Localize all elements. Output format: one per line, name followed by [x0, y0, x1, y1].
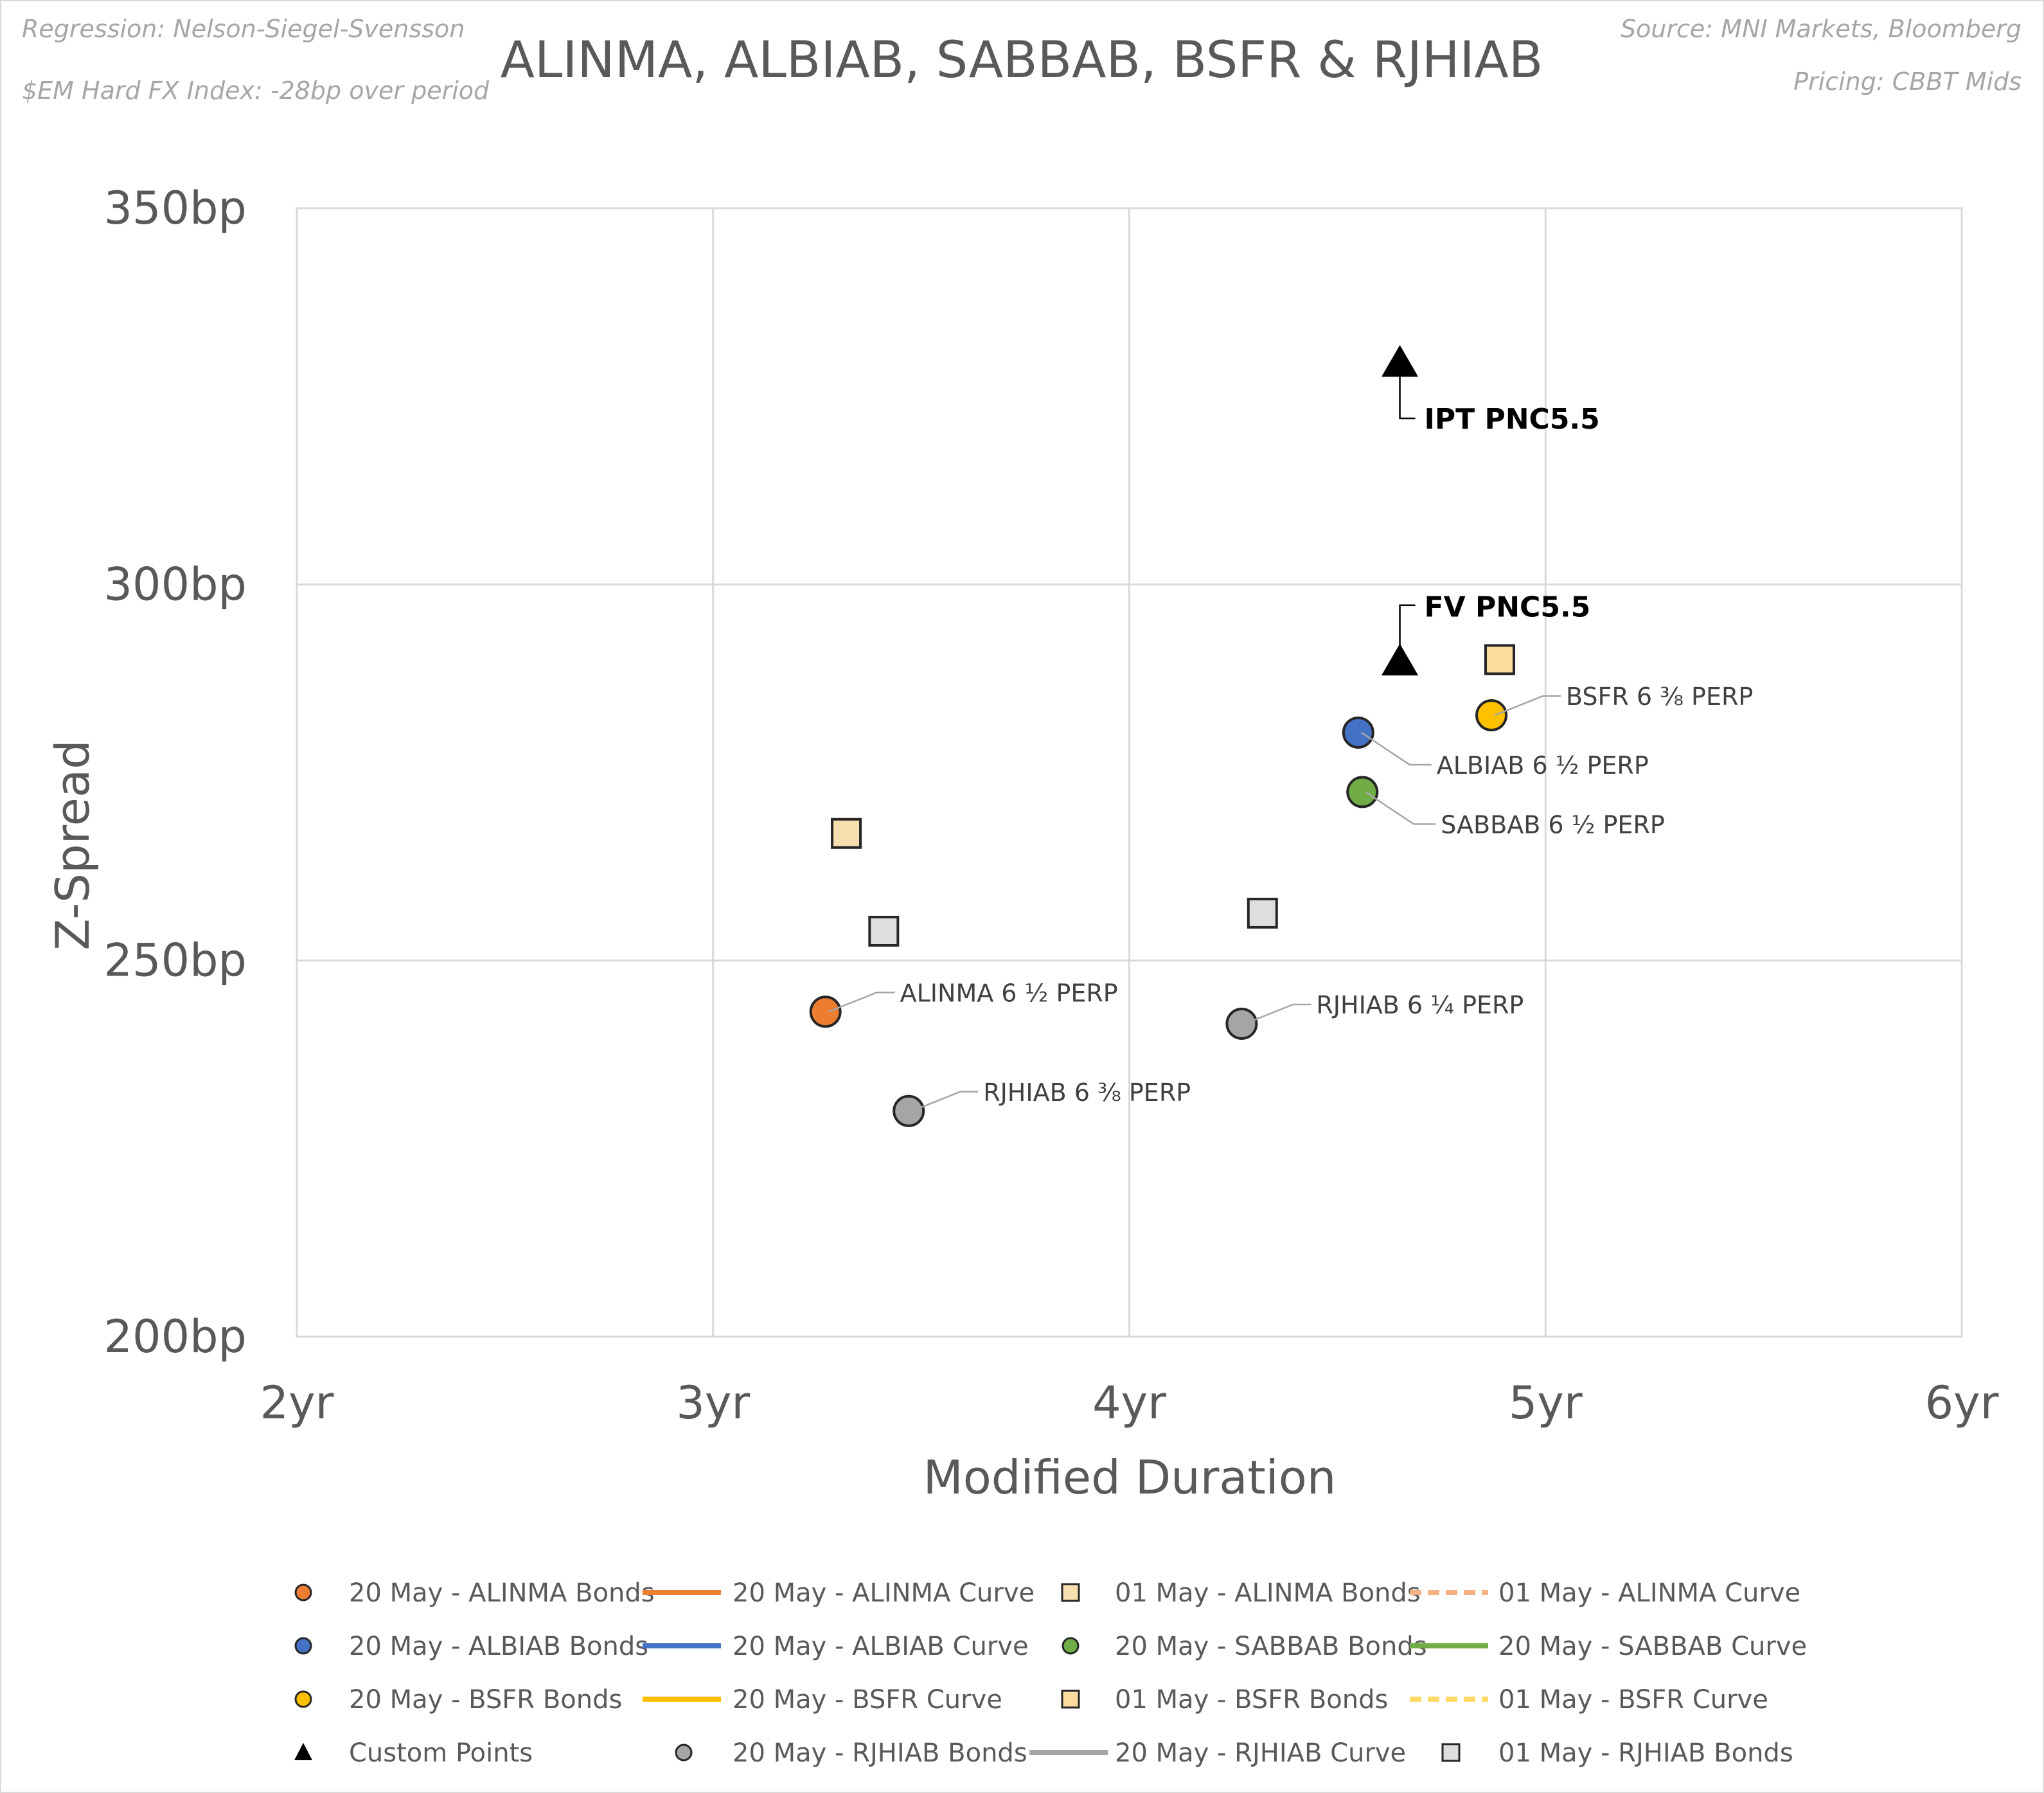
data-label: BSFR 6 ⅜ PERP: [1566, 682, 1753, 711]
bond-marker-20-may: [1225, 1008, 1258, 1040]
y-tick-label: 350bp: [104, 182, 247, 235]
data-marks: [809, 344, 1515, 1127]
data-label: ALINMA 6 ½ PERP: [900, 979, 1118, 1007]
bond-marker-20-may: [809, 995, 842, 1028]
x-tick-label: 4yr: [1092, 1377, 1166, 1429]
legend-entry-label: 20 May - ALBIAB Bonds: [349, 1632, 648, 1661]
legend-square-swatch: [1061, 1583, 1080, 1602]
data-label: ALBIAB 6 ½ PERP: [1437, 751, 1649, 780]
legend-square-swatch: [1441, 1743, 1461, 1762]
legend-entry-label: 20 May - ALINMA Bonds: [349, 1578, 655, 1608]
label-leader-line: [911, 1091, 979, 1112]
legend: 20 May - ALINMA Bonds 20 May - ALINMA Cur…: [294, 1578, 1807, 1768]
data-label: IPT PNC5.5: [1425, 403, 1600, 436]
custom-point-marker: [1381, 344, 1419, 377]
bond-marker-20-may: [1346, 776, 1379, 808]
data-label: SABBAB 6 ½ PERP: [1441, 810, 1665, 839]
index-note: $EM Hard FX Index: -28bp over period: [22, 76, 490, 105]
bond-marker-20-may: [893, 1094, 925, 1127]
regression-note: Regression: Nelson-Siegel-Svensson: [22, 15, 465, 43]
legend-entry-label: Custom Points: [349, 1738, 533, 1768]
y-axis-label: Z-Spread: [46, 740, 100, 950]
label-leader-line: [1361, 731, 1432, 766]
axis-ticks: 2yr 3yr 4yr 5yr 6yr 200bp 250bp 300bp 350bp: [104, 182, 1999, 1429]
legend-circle-swatch: [294, 1690, 312, 1708]
legend-entry-label: 20 May - BSFR Bonds: [349, 1685, 622, 1715]
label-leader-line: [1399, 362, 1416, 420]
data-label: FV PNC5.5: [1425, 591, 1591, 624]
x-tick-label: 5yr: [1509, 1377, 1583, 1429]
legend-entry-label: 20 May - RJHIAB Bonds: [733, 1738, 1027, 1768]
x-tick-label: 6yr: [1925, 1377, 1999, 1429]
legend-square-swatch: [1061, 1690, 1080, 1709]
bond-marker-01-may: [831, 817, 862, 849]
data-labels: IPT PNC5.5 FV PNC5.5 ALINMA 6 ½ PERP ALBIAB…: [828, 362, 1753, 1112]
bond-marker-01-may: [1247, 897, 1278, 929]
legend-entry-label: 01 May - BSFR Curve: [1498, 1685, 1768, 1715]
pricing-note: Pricing: CBBT Mids: [1793, 67, 2022, 96]
label-leader-line: [828, 992, 895, 1013]
x-tick-label: 2yr: [260, 1377, 334, 1429]
label-leader-line: [1399, 604, 1416, 648]
legend-circle-swatch: [294, 1583, 312, 1601]
legend-entry-label: 20 May - SABBAB Bonds: [1115, 1632, 1427, 1661]
legend-triangle-swatch: [294, 1743, 312, 1760]
bond-marker-20-may: [1475, 699, 1508, 732]
bond-marker-20-may: [1342, 716, 1374, 749]
bond-marker-01-may: [868, 916, 900, 947]
legend-circle-swatch: [1062, 1637, 1080, 1655]
legend-entry-label: 20 May - SABBAB Curve: [1498, 1632, 1807, 1661]
data-label: RJHIAB 6 ¼ PERP: [1316, 991, 1524, 1019]
label-leader-line: [1494, 695, 1561, 717]
legend-circle-swatch: [294, 1637, 312, 1655]
label-leader-line: [1365, 791, 1436, 825]
legend-entry-label: 01 May - ALINMA Bonds: [1115, 1578, 1421, 1608]
legend-entry-label: 20 May - BSFR Curve: [733, 1685, 1002, 1715]
legend-entry-label: 01 May - BSFR Bonds: [1115, 1685, 1388, 1715]
x-tick-label: 3yr: [676, 1377, 750, 1429]
legend-entry-label: 20 May - ALINMA Curve: [733, 1578, 1035, 1608]
source-note: Source: MNI Markets, Bloomberg: [1621, 15, 2022, 43]
data-label: RJHIAB 6 ⅜ PERP: [983, 1078, 1191, 1107]
bond-marker-01-may: [1484, 644, 1515, 675]
legend-entry-label: 01 May - ALINMA Curve: [1498, 1578, 1800, 1608]
y-tick-label: 200bp: [104, 1310, 247, 1363]
legend-entry-label: 20 May - RJHIAB Curve: [1115, 1738, 1406, 1768]
x-axis-label: Modified Duration: [923, 1450, 1337, 1504]
legend-entry-label: 01 May - RJHIAB Bonds: [1498, 1738, 1793, 1768]
y-tick-label: 300bp: [104, 558, 247, 611]
legend-entry-label: 20 May - ALBIAB Curve: [733, 1632, 1029, 1661]
y-tick-label: 250bp: [104, 934, 247, 987]
label-leader-line: [1244, 1003, 1311, 1025]
legend-circle-swatch: [675, 1744, 693, 1762]
custom-point-marker: [1381, 643, 1419, 675]
plot-area: [296, 207, 1963, 1338]
chart-title: ALINMA, ALBIAB, SABBAB, BSFR & RJHIAB: [501, 31, 1543, 89]
